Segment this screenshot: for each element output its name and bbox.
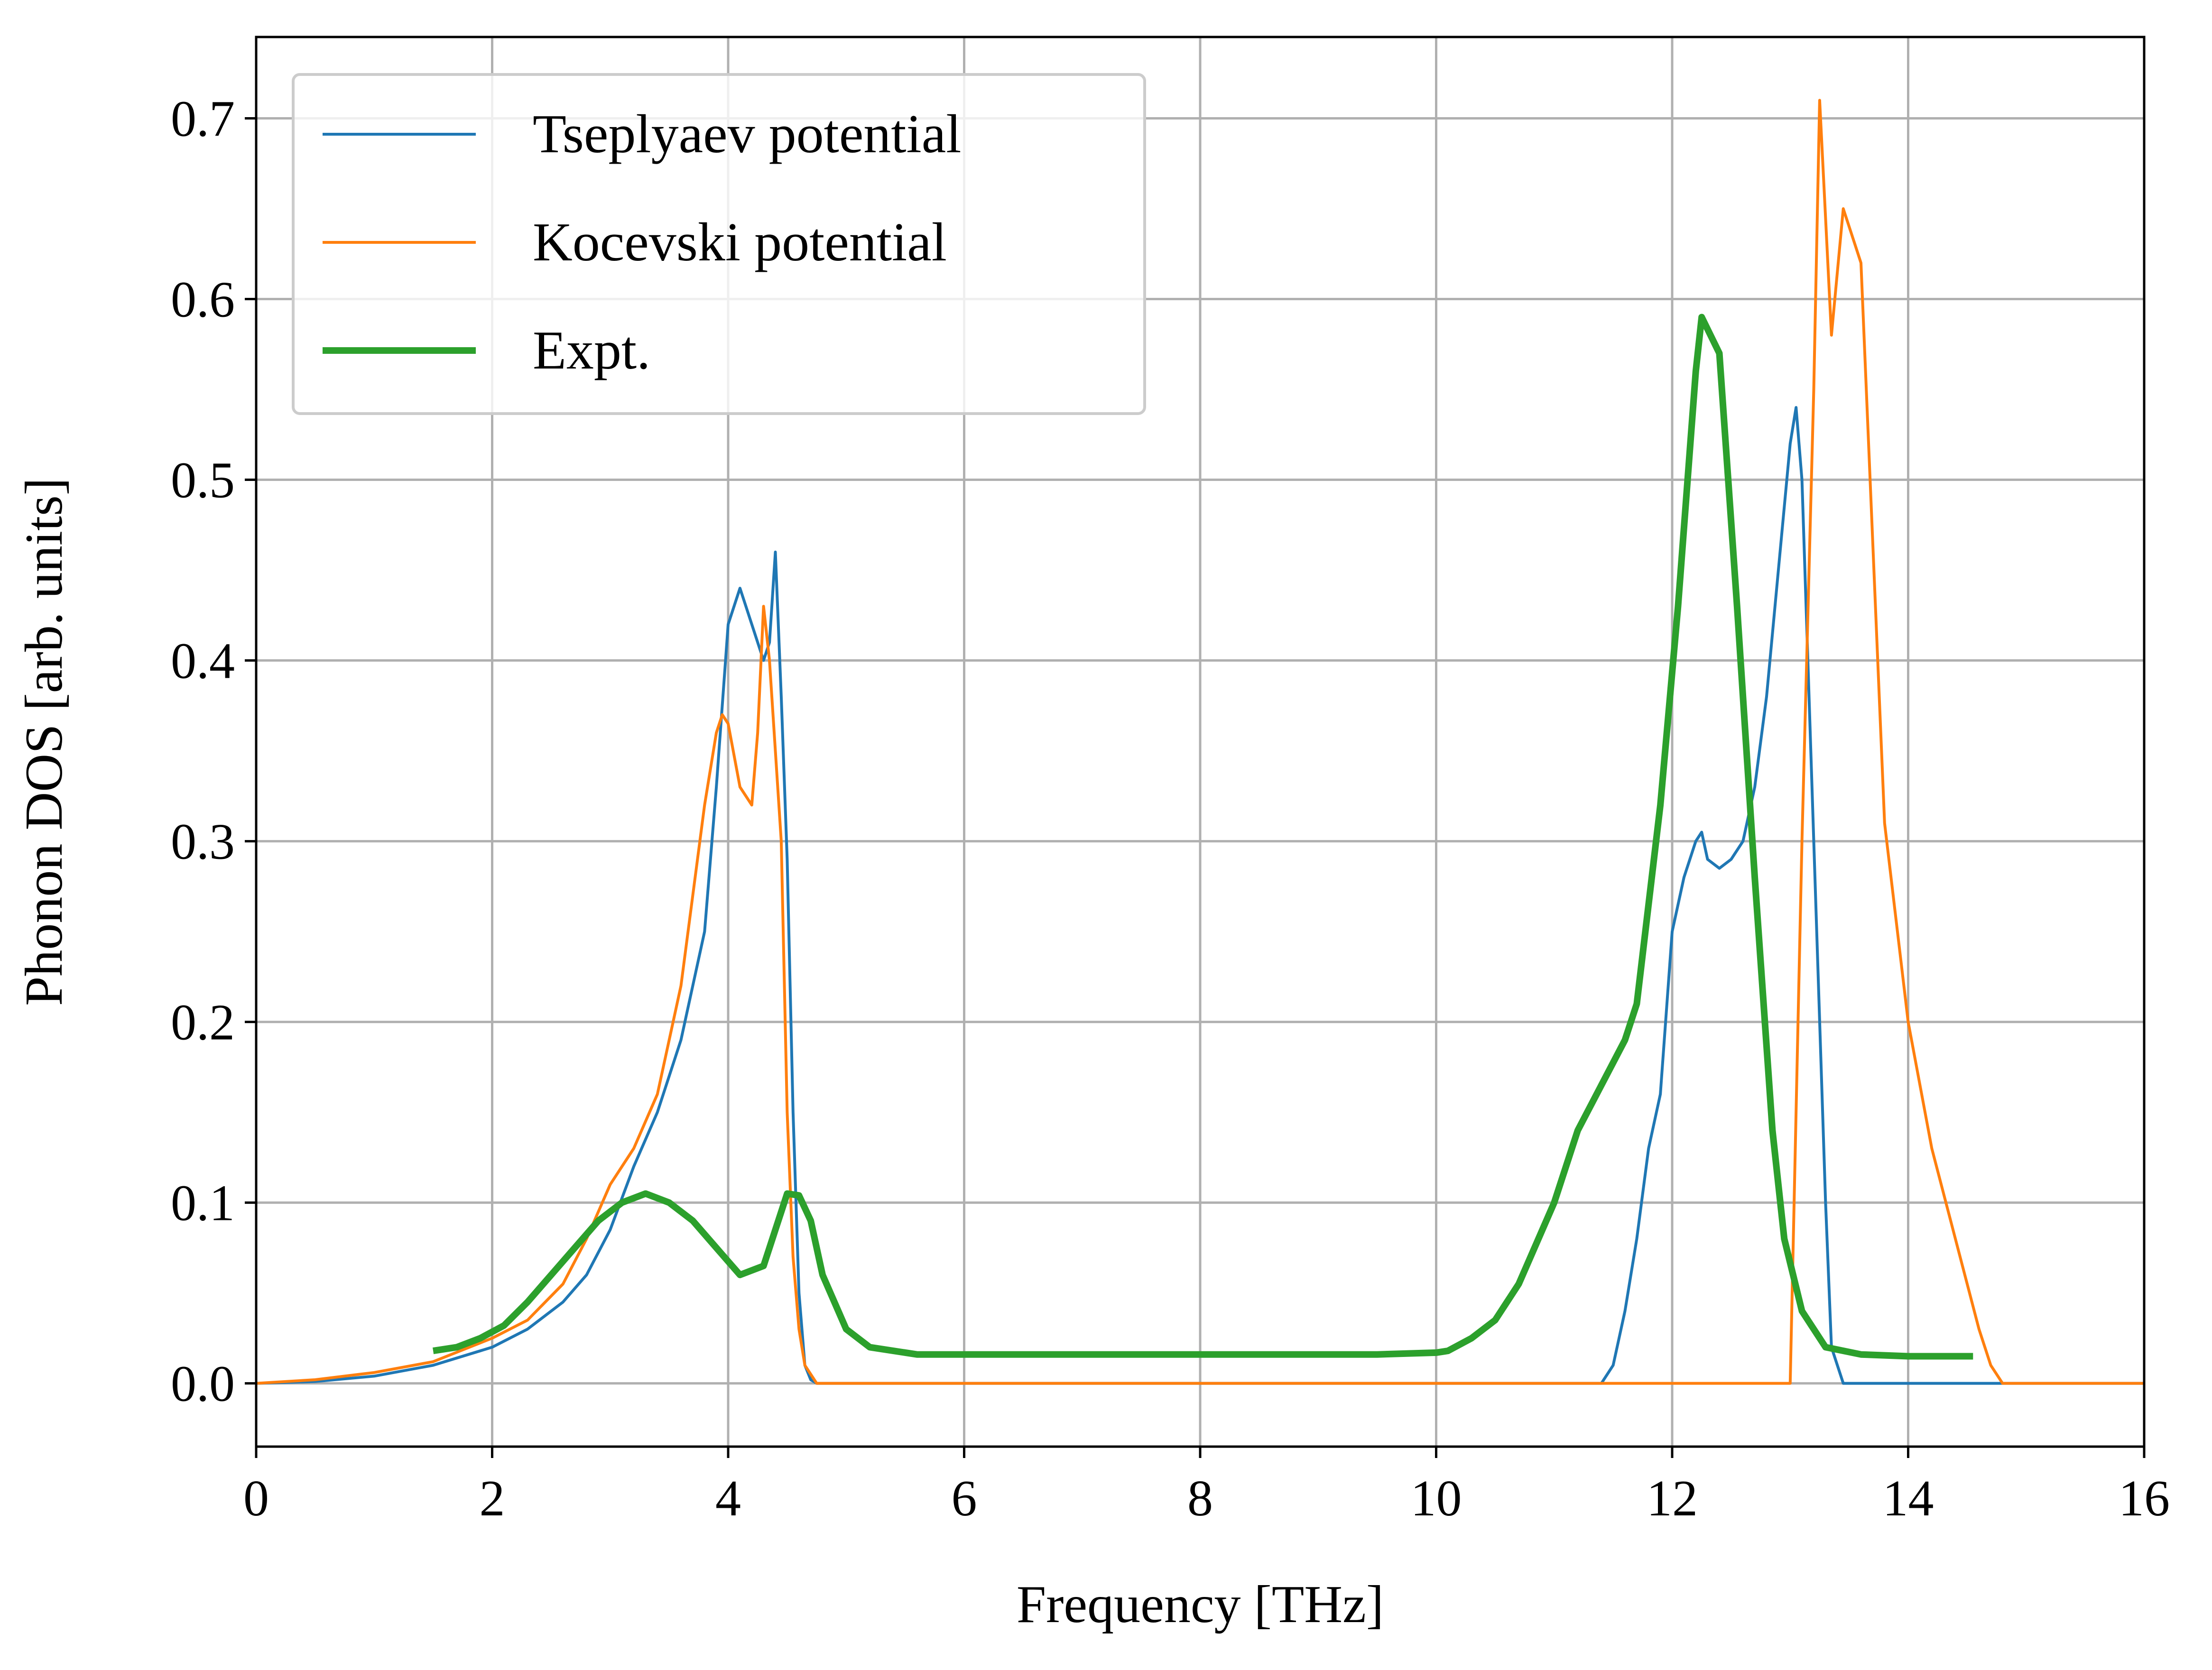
x-tick-label: 10: [1411, 1470, 1462, 1527]
y-axis-label: Phonon DOS [arb. units]: [15, 478, 74, 1006]
legend-label: Kocevski potential: [533, 212, 947, 273]
legend: Tseplyaev potential Kocevski potential Exp…: [292, 73, 1146, 415]
y-tick-label: 0.1: [171, 1175, 235, 1232]
ticks: 0 2 4 6 8 10 12 14 16 0.0 0.1 0.2 0.3 0.4 0.5 0.6 0.7: [171, 91, 2170, 1527]
x-tick-label: 8: [1187, 1470, 1213, 1527]
y-tick-label: 0.6: [171, 271, 235, 328]
y-tick-label: 0.3: [171, 814, 235, 870]
y-tick-label: 0.0: [171, 1356, 235, 1412]
x-axis-label: Frequency [THz]: [1017, 1575, 1384, 1634]
series-layer: [256, 99, 2144, 1385]
x-tick-label: 6: [952, 1470, 977, 1527]
y-tick-label: 0.7: [171, 91, 235, 147]
y-tick-label: 0.4: [171, 633, 235, 690]
series-line-3: [433, 314, 1973, 1360]
x-tick-label: 14: [1883, 1470, 1934, 1527]
x-tick-label: 2: [480, 1470, 505, 1527]
x-tick-label: 4: [715, 1470, 741, 1527]
legend-box: [292, 73, 1146, 415]
legend-label: Expt.: [533, 320, 650, 381]
legend-label: Tseplyaev potential: [533, 104, 961, 165]
y-tick-label: 0.2: [171, 995, 235, 1051]
x-tick-label: 16: [2119, 1470, 2170, 1527]
x-tick-label: 12: [1647, 1470, 1698, 1527]
series-line-1: [256, 406, 2144, 1385]
y-tick-label: 0.5: [171, 452, 235, 509]
x-tick-label: 0: [243, 1470, 269, 1527]
